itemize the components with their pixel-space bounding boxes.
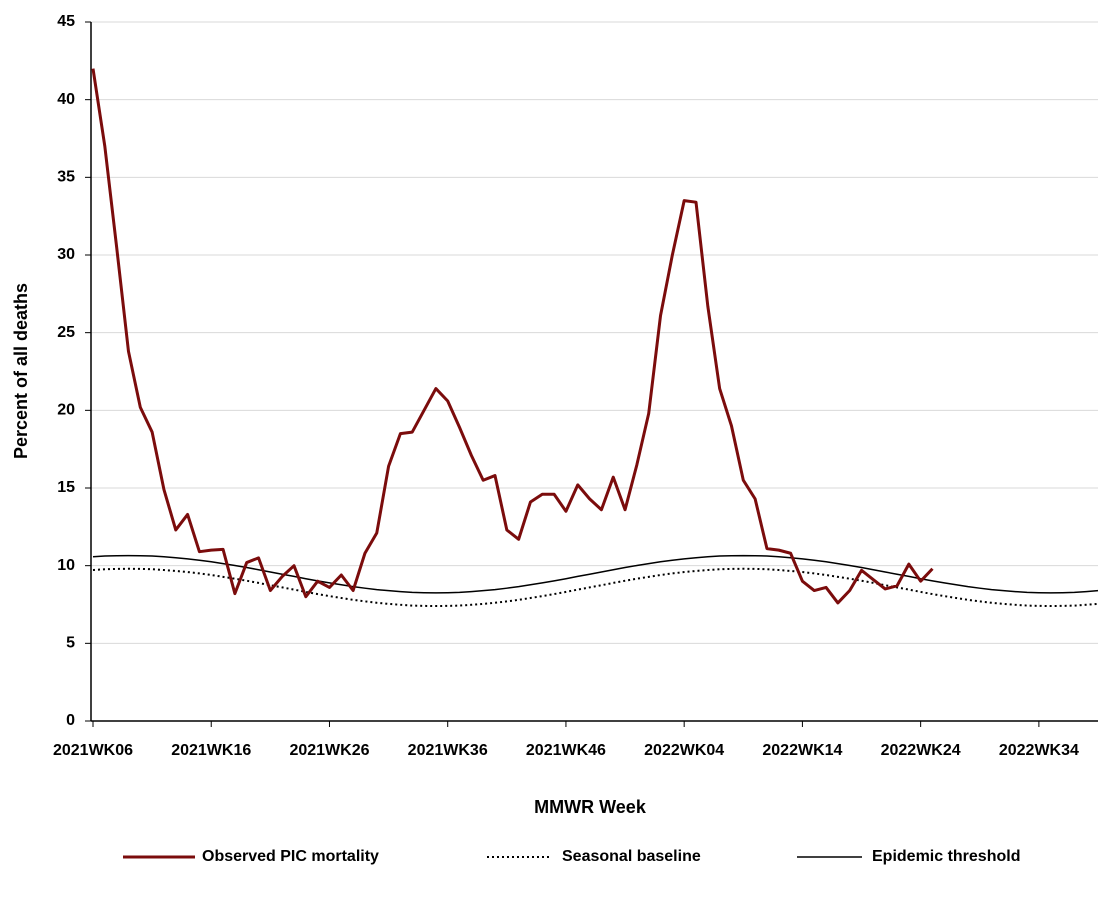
x-tick-label: 2022WK14: [762, 742, 842, 759]
y-tick-label: 15: [57, 479, 75, 496]
x-tick-label: 2022WK34: [999, 742, 1079, 759]
y-tick-label: 45: [57, 13, 75, 30]
x-tick-label: 2022WK04: [644, 742, 724, 759]
series-line: [92, 567, 1099, 608]
legend-label: Observed PIC mortality: [202, 848, 379, 865]
y-tick-label: 5: [66, 635, 75, 652]
y-tick-label: 40: [57, 91, 75, 108]
y-tick-label: 30: [57, 246, 75, 263]
x-tick-label: 2021WK46: [526, 742, 606, 759]
y-tick-label: 20: [57, 402, 75, 419]
legend-label: Epidemic threshold: [872, 848, 1020, 865]
x-tick-label: 2021WK16: [171, 742, 251, 759]
x-tick-label: 2021WK06: [53, 742, 133, 759]
x-tick-label: 2021WK26: [289, 742, 369, 759]
y-tick-label: 0: [66, 712, 75, 729]
y-tick-label: 25: [57, 324, 75, 341]
x-tick-label: 2022WK24: [881, 742, 961, 759]
series-line: [91, 68, 934, 605]
y-tick-label: 10: [57, 557, 75, 574]
y-axis-title: Percent of all deaths: [11, 283, 31, 459]
series-line: [92, 554, 1099, 594]
x-tick-label: 2021WK36: [408, 742, 488, 759]
x-axis-title: MMWR Week: [534, 797, 647, 817]
y-tick-label: 35: [57, 169, 75, 186]
legend-label: Seasonal baseline: [562, 848, 701, 865]
